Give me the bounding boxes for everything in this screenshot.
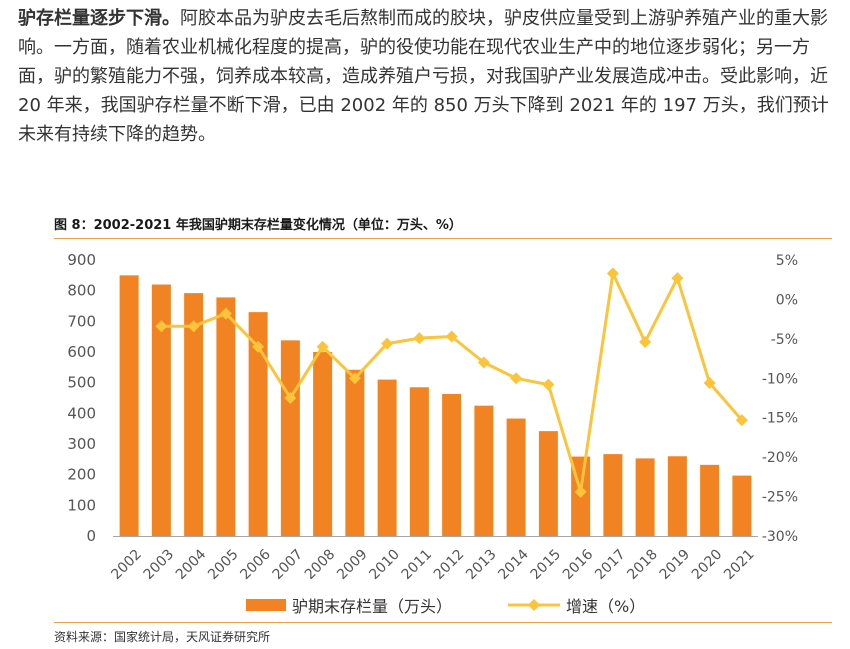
- right-tick-label: -30%: [762, 529, 798, 545]
- figure-title: 图 8：2002-2021 年我国驴期末存栏量变化情况（单位：万头、%）: [54, 218, 462, 233]
- x-tick-label: 2003: [141, 546, 178, 583]
- legend: 驴期末存栏量（万头） 增速（%）: [246, 597, 645, 616]
- bar: [119, 275, 139, 536]
- bar: [474, 405, 494, 536]
- line-point: [542, 378, 555, 391]
- combo-chart: 0 100 200 300 400 500 600 700 800 900 -30% -25% -20…: [67, 251, 798, 616]
- legend-bar-label: 驴期末存栏量（万头）: [292, 597, 452, 616]
- x-tick-label: 2010: [366, 546, 403, 583]
- line-point: [606, 267, 619, 280]
- left-tick-label: 800: [67, 282, 96, 300]
- line-point: [348, 372, 361, 385]
- x-tick-label: 2015: [528, 546, 565, 583]
- bar: [538, 431, 558, 536]
- bar: [506, 418, 526, 536]
- figure-header: 图 8：2002-2021 年我国驴期末存栏量变化情况（单位：万头、%）: [54, 214, 832, 239]
- line-point: [477, 356, 490, 369]
- bar: [667, 456, 687, 536]
- right-tick-label: -10%: [762, 371, 798, 387]
- right-tick-label: -5%: [771, 332, 798, 348]
- x-tick-label: 2002: [108, 546, 145, 583]
- x-axis-labels: 2002200320042005200620072008200920102011…: [108, 546, 757, 583]
- figure-footer-rule: [54, 622, 832, 623]
- bar: [700, 464, 720, 536]
- line-point: [703, 377, 716, 390]
- bar: [345, 369, 365, 536]
- line-point: [219, 307, 232, 320]
- bar: [216, 297, 236, 536]
- left-axis: 0 100 200 300 400 500 600 700 800 900: [67, 251, 96, 545]
- left-tick-label: 0: [86, 527, 96, 545]
- bar-series: [119, 275, 752, 536]
- chart-container: 0 100 200 300 400 500 600 700 800 900 -30% -25% -20…: [0, 240, 850, 620]
- line-point: [639, 336, 652, 349]
- x-tick-label: 2007: [270, 546, 307, 583]
- line-point: [413, 332, 426, 345]
- legend-bar-swatch: [246, 599, 286, 611]
- bar: [313, 352, 333, 536]
- bar: [409, 387, 429, 536]
- x-tick-label: 2014: [495, 546, 532, 583]
- line-point: [284, 392, 297, 404]
- line-point: [671, 272, 684, 285]
- x-tick-label: 2005: [205, 546, 242, 583]
- intro-body: 阿胶本品为驴皮去毛后熬制而成的胶块，驴皮供应量受到上游驴养殖产业的重大影响。一方…: [18, 8, 829, 145]
- right-tick-label: -25%: [762, 490, 798, 506]
- x-tick-label: 2018: [624, 546, 661, 583]
- left-tick-label: 500: [67, 374, 96, 392]
- x-tick-label: 2008: [302, 546, 339, 583]
- left-tick-label: 700: [67, 312, 96, 330]
- x-tick-label: 2004: [173, 546, 210, 583]
- right-axis: -30% -25% -20% -15% -10% -5% 0% 5%: [762, 253, 798, 545]
- x-tick-label: 2021: [721, 546, 758, 583]
- line-point: [187, 320, 200, 333]
- x-tick-label: 2016: [560, 546, 597, 583]
- x-tick-label: 2013: [463, 546, 500, 583]
- bar: [377, 379, 397, 536]
- bar: [732, 475, 752, 536]
- line-point: [155, 320, 168, 333]
- x-tick-label: 2017: [592, 546, 629, 583]
- right-tick-label: -20%: [762, 450, 798, 466]
- bar: [184, 293, 204, 536]
- left-tick-label: 200: [67, 466, 96, 484]
- left-tick-label: 100: [67, 496, 96, 514]
- line-point: [381, 337, 394, 350]
- left-tick-label: 400: [67, 404, 96, 422]
- x-tick-label: 2009: [334, 546, 371, 583]
- line-point: [316, 340, 329, 353]
- line-series: [155, 267, 748, 498]
- line-point: [445, 330, 458, 343]
- x-tick-label: 2006: [237, 546, 274, 583]
- intro-paragraph: 驴存栏量逐步下滑。阿胶本品为驴皮去毛后熬制而成的胶块，驴皮供应量受到上游驴养殖产…: [18, 4, 836, 149]
- bar: [280, 340, 300, 536]
- legend-line-marker: [528, 599, 540, 611]
- bar: [151, 284, 171, 536]
- bar: [603, 454, 623, 536]
- x-tick-label: 2011: [399, 546, 436, 583]
- x-tick-label: 2019: [657, 546, 694, 583]
- line-point: [574, 485, 587, 498]
- line-point: [510, 372, 523, 385]
- bar: [635, 458, 655, 536]
- left-tick-label: 900: [67, 251, 96, 269]
- bar: [442, 394, 462, 536]
- line-point: [735, 414, 748, 427]
- line-point: [252, 340, 265, 353]
- right-tick-label: 0%: [776, 292, 798, 308]
- bar: [248, 312, 268, 536]
- intro-lead: 驴存栏量逐步下滑。: [18, 8, 180, 29]
- left-tick-label: 600: [67, 343, 96, 361]
- right-tick-label: 5%: [776, 253, 798, 269]
- legend-line-label: 增速（%）: [566, 597, 645, 616]
- source-note: 资料来源：国家统计局，天风证券研究所: [54, 630, 271, 644]
- x-tick-label: 2012: [431, 546, 468, 583]
- right-tick-label: -15%: [762, 411, 798, 427]
- x-tick-label: 2020: [689, 546, 726, 583]
- left-tick-label: 300: [67, 435, 96, 453]
